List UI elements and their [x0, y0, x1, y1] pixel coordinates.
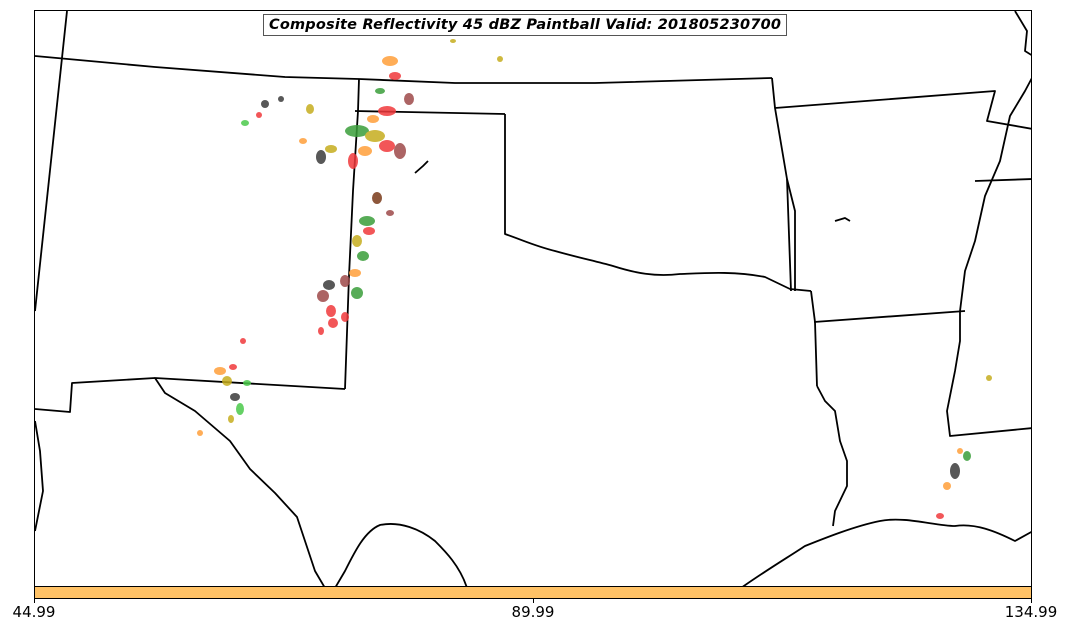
mexico-border-west	[35, 420, 44, 532]
arkansas-texas-east	[810, 290, 818, 387]
colorbar-tick-mark	[1031, 599, 1032, 603]
colorbar	[34, 587, 1032, 599]
wyoming-east-border	[35, 11, 68, 312]
map-canvas	[35, 11, 1031, 586]
texas-nm-west	[154, 377, 346, 586]
colorbar-tick-label-min: 44.99	[12, 603, 56, 621]
nm-south-border	[35, 377, 156, 413]
colorbar-tick-label-mid: 89.99	[511, 603, 555, 621]
kansas-missouri-border	[771, 77, 792, 292]
reflectivity-paintball	[197, 39, 992, 519]
oklahoma-outline	[504, 114, 812, 292]
storm-cells-east	[936, 375, 992, 519]
colorbar-tick-mark	[34, 599, 35, 603]
louisiana-coast	[742, 518, 1031, 586]
tennessee-border	[974, 178, 1031, 182]
storm-cells-far-north	[450, 39, 503, 62]
small-lake-ar	[834, 217, 851, 222]
small-lake-co	[414, 160, 429, 174]
nebraska-south-border	[35, 55, 773, 84]
colorbar-tick-label-max: 134.99	[1004, 603, 1058, 621]
texas-louisiana-border	[816, 385, 848, 527]
alabama-florida	[1014, 11, 1031, 56]
arkansas-south	[813, 310, 966, 323]
colorbar-tick-mark	[533, 599, 534, 603]
storm-cells-central	[317, 192, 394, 335]
missouri-east	[786, 178, 796, 291]
mississippi-river	[946, 77, 1031, 437]
arkansas-north	[774, 90, 1031, 130]
map-title: Composite Reflectivity 45 dBZ Paintball …	[263, 14, 788, 36]
state-boundaries	[35, 11, 1031, 586]
oklahoma-panhandle-north	[354, 110, 506, 115]
texas-gulf-coast	[335, 523, 468, 586]
map-panel	[34, 10, 1032, 587]
storm-cells-south	[197, 338, 251, 436]
storm-cells-north	[241, 56, 414, 169]
